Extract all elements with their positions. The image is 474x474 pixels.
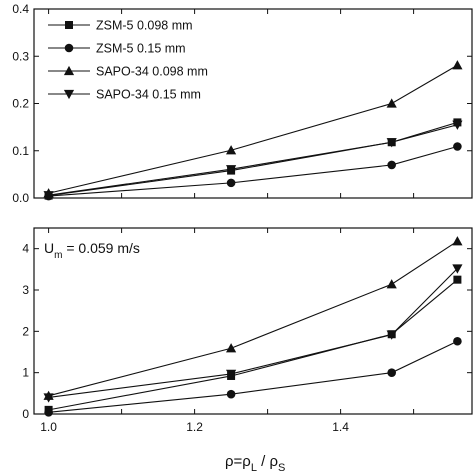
series-line — [48, 279, 458, 411]
data-point — [43, 393, 54, 403]
bottom-x-axis: 1.0 1.2 1.4 — [40, 228, 415, 434]
data-point — [226, 145, 237, 155]
x-axis-title: ρ=ρL / ρS — [225, 453, 285, 474]
x-tick-label: 1.2 — [186, 420, 203, 434]
x-tick-label: 1.0 — [40, 420, 57, 434]
data-point — [386, 98, 397, 108]
y-tick-label: 0.2 — [12, 97, 29, 111]
legend-label: ZSM-5 0.15 mm — [96, 42, 186, 56]
legend-marker — [65, 21, 73, 29]
top-plot-frame — [33, 8, 473, 199]
series-line — [48, 64, 458, 194]
series-line — [48, 268, 458, 399]
data-point — [386, 138, 397, 148]
series-line — [48, 240, 458, 397]
legend-label: ZSM-5 0.098 mm — [96, 19, 193, 33]
data-point — [226, 343, 237, 353]
data-point — [452, 60, 463, 70]
data-point — [44, 408, 53, 417]
top-y-axis: 0.0 0.1 0.2 0.3 0.4 — [12, 2, 472, 205]
y-tick-label: 0 — [22, 407, 29, 421]
legend: ZSM-5 0.098 mm ZSM-5 0.15 mm SAPO-34 0.098… — [48, 19, 208, 102]
data-point — [453, 336, 462, 346]
legend-marker — [63, 65, 75, 76]
series-line — [48, 121, 458, 197]
x-tick-label: 1.4 — [332, 420, 349, 434]
top-series — [43, 60, 463, 201]
data-point — [453, 275, 462, 284]
data-point — [226, 369, 237, 380]
data-point — [386, 279, 397, 289]
data-point — [452, 264, 463, 274]
y-tick-label: 1 — [22, 366, 29, 380]
y-tick-label: 3 — [22, 283, 29, 297]
bottom-series — [43, 236, 463, 417]
velocity-annotation: Um = 0.059 m/s — [44, 240, 140, 261]
data-point — [452, 120, 463, 130]
data-point — [43, 191, 54, 201]
top-panel: 0.0 0.1 0.2 0.3 0.4 ZSM-5 0.098 mm ZSM-5 0.15… — [12, 2, 473, 205]
data-point — [226, 165, 237, 175]
legend-label: SAPO-34 0.098 mm — [96, 65, 208, 79]
data-point — [453, 142, 462, 151]
series-line — [48, 124, 458, 196]
y-tick-label: 2 — [22, 324, 29, 338]
y-tick-label: 0.0 — [12, 191, 29, 205]
series-line — [48, 145, 458, 197]
bottom-y-axis: 0 1 2 3 4 — [22, 242, 472, 421]
series-line — [48, 340, 458, 413]
data-point — [387, 368, 397, 377]
legend-label: SAPO-34 0.15 mm — [96, 88, 201, 102]
data-point — [387, 160, 397, 170]
legend-marker — [63, 89, 75, 100]
bottom-panel: 0 1 2 3 4 1.0 1.2 1.4 Um = 0.059 m/s ρ=ρL / ρS — [22, 227, 473, 474]
y-tick-label: 4 — [22, 242, 29, 256]
y-tick-label: 0.3 — [12, 49, 29, 63]
data-point — [226, 389, 236, 399]
legend-marker — [64, 43, 74, 53]
data-point — [226, 178, 236, 188]
data-point — [386, 330, 397, 340]
bottom-plot-frame — [33, 227, 473, 415]
y-tick-label: 0.4 — [12, 2, 29, 16]
y-tick-label: 0.1 — [12, 144, 29, 158]
data-point — [452, 236, 463, 246]
